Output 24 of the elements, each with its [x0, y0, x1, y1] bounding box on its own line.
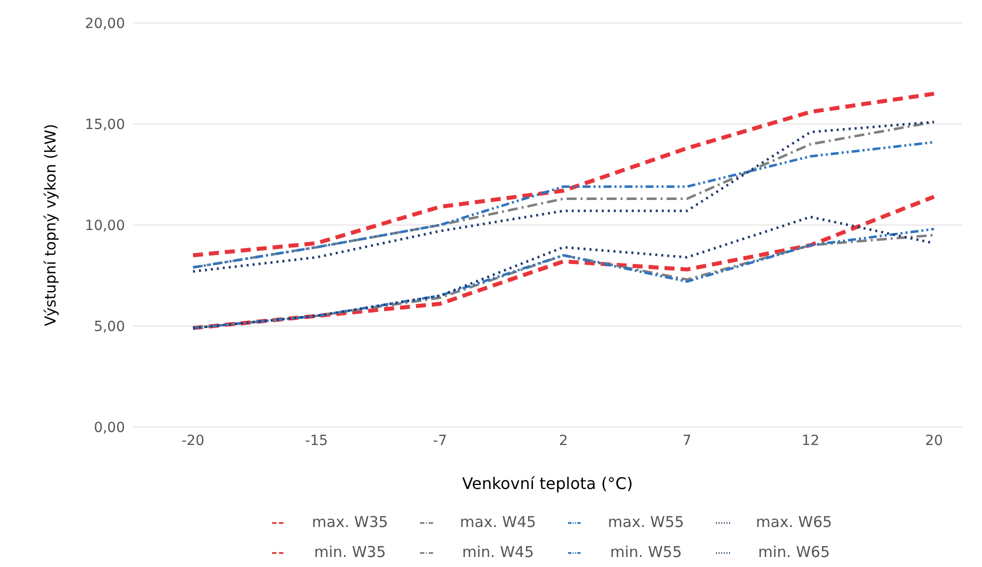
y-axis-title: Výstupní topný výkon (kW) — [41, 124, 60, 326]
x-tick-label: 20 — [925, 432, 943, 449]
legend-label: min. W35 — [313, 542, 387, 563]
x-axis-title: Venkovní teplota (°C) — [462, 474, 633, 493]
legend-label: max. W65 — [754, 512, 834, 533]
line-series — [191, 194, 936, 330]
y-tick-label: 5,00 — [94, 318, 125, 335]
legend-label: min. W45 — [461, 542, 535, 563]
x-tick-label: -20 — [182, 432, 204, 449]
legend-label: min. W55 — [609, 542, 683, 563]
x-tick-label: -15 — [305, 432, 328, 449]
legend-label: max. W35 — [310, 512, 390, 533]
legend-label: max. W55 — [606, 512, 686, 533]
x-tick-label: 12 — [802, 432, 820, 449]
y-tick-label: 0,00 — [94, 420, 125, 436]
x-tick-label: 2 — [559, 432, 568, 449]
x-tick-label: 7 — [682, 432, 692, 449]
legend-label: max. W45 — [458, 512, 538, 533]
y-tick-label: 20,00 — [84, 16, 125, 32]
line-series — [191, 92, 936, 258]
legend-label: min. W65 — [757, 542, 831, 563]
y-tick-label: 15,00 — [84, 116, 125, 133]
x-tick-label: -7 — [433, 432, 447, 449]
y-tick-label: 10,00 — [84, 218, 125, 234]
